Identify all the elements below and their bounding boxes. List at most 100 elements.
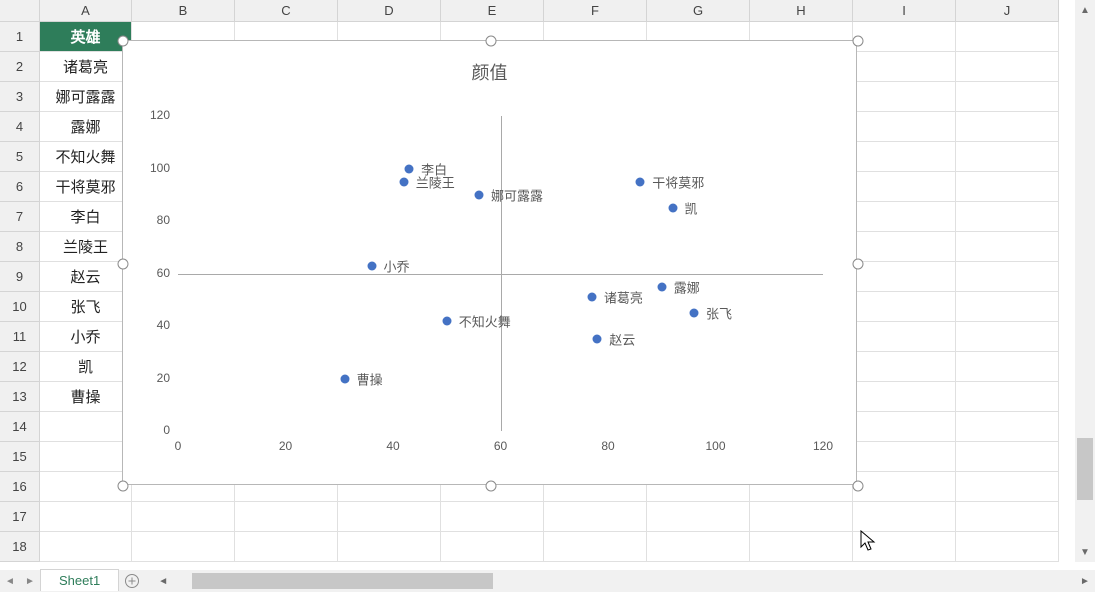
cell[interactable] [750,532,853,562]
column-header[interactable]: D [338,0,441,22]
chart-point[interactable] [587,293,596,302]
chart-point[interactable] [399,177,408,186]
cell[interactable] [40,502,132,532]
select-all-corner[interactable] [0,0,40,22]
cell[interactable] [853,442,956,472]
cell[interactable]: 诸葛亮 [40,52,132,82]
row-header[interactable]: 18 [0,532,40,562]
column-header[interactable]: C [235,0,338,22]
row-header[interactable]: 13 [0,382,40,412]
tab-nav-next-icon[interactable]: ► [20,570,40,592]
column-header[interactable]: J [956,0,1059,22]
cell[interactable]: 小乔 [40,322,132,352]
cell[interactable] [40,532,132,562]
row-header[interactable]: 15 [0,442,40,472]
cell[interactable] [956,22,1059,52]
cell[interactable] [956,322,1059,352]
row-header[interactable]: 16 [0,472,40,502]
cell[interactable] [132,532,235,562]
cell[interactable] [853,322,956,352]
cell[interactable] [853,172,956,202]
row-header[interactable]: 2 [0,52,40,82]
cell[interactable] [956,142,1059,172]
cell[interactable] [956,442,1059,472]
cell[interactable] [956,52,1059,82]
vertical-scrollbar[interactable]: ▲ ▼ [1075,0,1095,562]
cell[interactable] [338,502,441,532]
row-header[interactable]: 1 [0,22,40,52]
cell[interactable] [235,502,338,532]
cell[interactable]: 露娜 [40,112,132,142]
cell[interactable] [235,532,338,562]
cell[interactable] [853,52,956,82]
cell[interactable] [338,532,441,562]
cell[interactable]: 不知火舞 [40,142,132,172]
selection-handle[interactable] [118,258,129,269]
row-header[interactable]: 4 [0,112,40,142]
column-header[interactable]: B [132,0,235,22]
sheet-tab-active[interactable]: Sheet1 [40,569,119,591]
column-header[interactable]: E [441,0,544,22]
cell[interactable] [956,172,1059,202]
cell[interactable]: 李白 [40,202,132,232]
scroll-left-arrow-icon[interactable]: ◄ [153,571,173,591]
cell[interactable] [853,202,956,232]
row-header[interactable]: 12 [0,352,40,382]
selection-handle[interactable] [853,481,864,492]
cell[interactable] [853,82,956,112]
selection-handle[interactable] [118,481,129,492]
cell[interactable] [544,532,647,562]
chart-plot-area[interactable]: 020406080100120020406080100120李白兰陵王娜可露露干… [178,116,823,431]
vscroll-track[interactable] [1075,20,1095,542]
cell[interactable] [132,502,235,532]
cell[interactable] [956,292,1059,322]
cell[interactable] [441,502,544,532]
cell[interactable] [853,412,956,442]
chart-point[interactable] [442,316,451,325]
cell[interactable] [647,502,750,532]
row-header[interactable]: 17 [0,502,40,532]
add-sheet-button[interactable] [119,573,145,589]
chart-point[interactable] [367,261,376,270]
cell[interactable] [956,532,1059,562]
scroll-up-arrow-icon[interactable]: ▲ [1075,0,1095,20]
chart-title[interactable]: 颜值 [123,59,856,85]
chart-point[interactable] [405,164,414,173]
chart-object[interactable]: 颜值 020406080100120020406080100120李白兰陵王娜可… [122,40,857,485]
chart-point[interactable] [475,190,484,199]
column-header[interactable]: H [750,0,853,22]
cell[interactable] [956,262,1059,292]
cell[interactable] [647,532,750,562]
cell[interactable] [544,502,647,532]
horizontal-scrollbar[interactable]: ◄ ► [153,570,1095,592]
cell[interactable] [40,412,132,442]
chart-point[interactable] [340,374,349,383]
cell[interactable] [853,22,956,52]
cell[interactable]: 张飞 [40,292,132,322]
cell[interactable] [853,292,956,322]
cell[interactable] [853,532,956,562]
vscroll-thumb[interactable] [1077,438,1093,501]
hscroll-thumb[interactable] [192,573,493,589]
chart-point[interactable] [636,177,645,186]
cell[interactable] [853,142,956,172]
selection-handle[interactable] [853,258,864,269]
cell[interactable] [750,502,853,532]
chart-point[interactable] [657,282,666,291]
column-header[interactable]: I [853,0,956,22]
cell[interactable] [853,262,956,292]
column-header[interactable]: F [544,0,647,22]
row-header[interactable]: 6 [0,172,40,202]
scroll-down-arrow-icon[interactable]: ▼ [1075,542,1095,562]
cell[interactable] [956,112,1059,142]
cell[interactable] [40,442,132,472]
cell[interactable]: 凯 [40,352,132,382]
column-header[interactable]: G [647,0,750,22]
cell[interactable] [956,82,1059,112]
selection-handle[interactable] [485,36,496,47]
cell[interactable] [853,472,956,502]
cell[interactable] [441,532,544,562]
chart-point[interactable] [593,335,602,344]
row-header[interactable]: 3 [0,82,40,112]
chart-point[interactable] [690,308,699,317]
